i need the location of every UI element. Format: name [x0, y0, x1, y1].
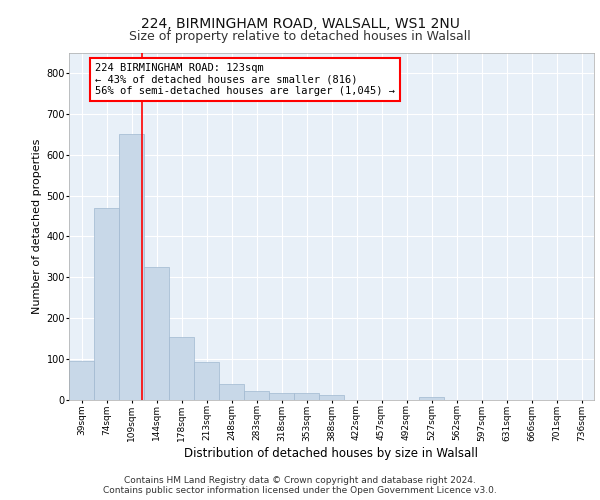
Text: Contains HM Land Registry data © Crown copyright and database right 2024.: Contains HM Land Registry data © Crown c…	[124, 476, 476, 485]
Bar	[319, 395, 344, 400]
Text: 224, BIRMINGHAM ROAD, WALSALL, WS1 2NU: 224, BIRMINGHAM ROAD, WALSALL, WS1 2NU	[140, 18, 460, 32]
Bar	[219, 384, 244, 400]
Bar	[269, 393, 294, 400]
Bar	[69, 361, 94, 400]
Text: Contains public sector information licensed under the Open Government Licence v3: Contains public sector information licen…	[103, 486, 497, 495]
Bar	[194, 362, 219, 400]
Bar	[144, 267, 169, 400]
Bar	[119, 134, 144, 400]
Bar	[294, 394, 319, 400]
Bar	[419, 397, 444, 400]
Bar	[244, 390, 269, 400]
Bar	[169, 336, 194, 400]
X-axis label: Distribution of detached houses by size in Walsall: Distribution of detached houses by size …	[185, 448, 479, 460]
Bar	[94, 208, 119, 400]
Text: Size of property relative to detached houses in Walsall: Size of property relative to detached ho…	[129, 30, 471, 43]
Text: 224 BIRMINGHAM ROAD: 123sqm
← 43% of detached houses are smaller (816)
56% of se: 224 BIRMINGHAM ROAD: 123sqm ← 43% of det…	[95, 63, 395, 96]
Y-axis label: Number of detached properties: Number of detached properties	[32, 138, 42, 314]
